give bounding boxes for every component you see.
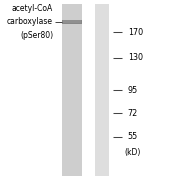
- Text: 130: 130: [128, 53, 143, 62]
- Bar: [62, 4, 82, 176]
- Text: carboxylase: carboxylase: [7, 17, 53, 26]
- Text: 95: 95: [128, 86, 138, 94]
- Text: acetyl-CoA: acetyl-CoA: [12, 4, 53, 13]
- Text: 55: 55: [128, 132, 138, 141]
- Bar: [62, 20, 82, 24]
- Text: (pSer80): (pSer80): [20, 31, 53, 40]
- Text: 170: 170: [128, 28, 143, 37]
- Bar: [63, 20, 81, 23]
- Bar: [95, 4, 109, 176]
- Text: 72: 72: [128, 109, 138, 118]
- Text: (kD): (kD): [125, 148, 141, 158]
